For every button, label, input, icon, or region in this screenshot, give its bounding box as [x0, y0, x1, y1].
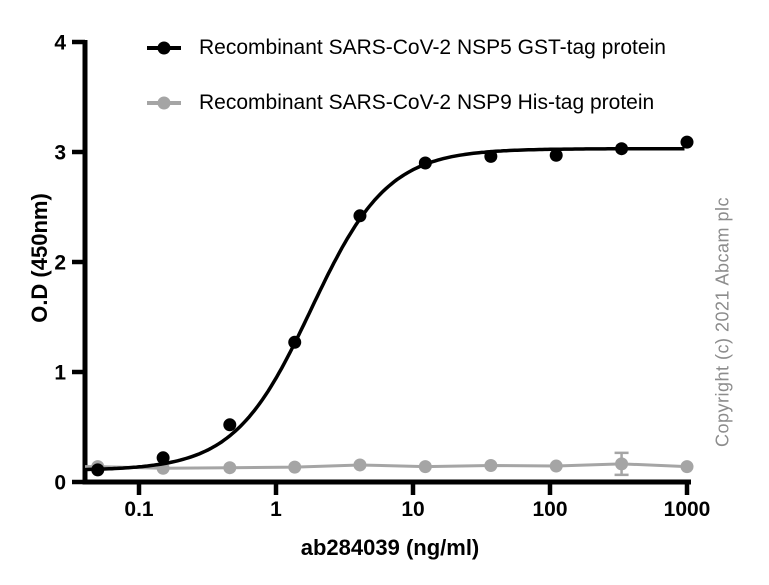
- y-tick-label: 3: [54, 142, 66, 165]
- series-nsp5: [84, 135, 694, 477]
- series-nsp9-line: [85, 462, 688, 470]
- y-tick-label: 4: [54, 32, 66, 55]
- nsp9-series-marker-icon: [147, 96, 181, 110]
- nsp9-data-point: [288, 460, 302, 474]
- nsp5-data-point: [288, 335, 302, 349]
- nsp9-data-point: [418, 460, 432, 474]
- y-tick-label: 2: [54, 252, 66, 275]
- x-tick-label: 1000: [664, 498, 711, 521]
- x-tick-label: 10: [401, 498, 424, 521]
- nsp5-fit-curve: [84, 146, 685, 472]
- legend-item-nsp5: Recombinant SARS-CoV-2 NSP5 GST-tag prot…: [146, 35, 666, 61]
- nsp5-data-point: [484, 149, 498, 163]
- nsp5-series-marker-icon: [147, 41, 181, 55]
- legend-label-nsp5: Recombinant SARS-CoV-2 NSP5 GST-tag prot…: [199, 36, 666, 59]
- nsp5-data-point: [680, 135, 694, 149]
- nsp9-data-point: [549, 459, 563, 473]
- legend-label-nsp9: Recombinant SARS-CoV-2 NSP9 His-tag prot…: [199, 91, 655, 114]
- nsp5-data-point: [156, 451, 170, 465]
- x-axis-title: ab284039 (ng/ml): [300, 535, 480, 560]
- nsp9-data-point: [680, 460, 694, 474]
- y-axis: 0 1 2 3 4: [54, 32, 88, 495]
- nsp5-data-point: [615, 142, 629, 156]
- x-tick-label: 1: [270, 498, 282, 521]
- nsp9-data-point: [353, 458, 367, 472]
- nsp9-data-point: [484, 459, 498, 472]
- nsp5-data-point: [549, 148, 563, 162]
- legend-item-nsp9: Recombinant SARS-CoV-2 NSP9 His-tag prot…: [146, 90, 654, 116]
- nsp5-data-point: [353, 209, 367, 223]
- nsp9-data-point: [615, 457, 629, 471]
- y-tick-label: 0: [54, 472, 66, 495]
- y-tick-label: 1: [54, 362, 66, 385]
- copyright-text: Copyright (c) 2021 Abcam plc: [712, 196, 733, 448]
- x-axis: 0.1 1 10 100 1000: [82, 479, 711, 521]
- nsp5-data-point: [418, 156, 432, 170]
- nsp9-data-point: [223, 461, 237, 475]
- x-tick-label: 100: [532, 498, 567, 521]
- x-tick-label: 0.1: [124, 498, 154, 521]
- nsp5-data-point: [91, 463, 105, 477]
- nsp5-data-point: [223, 418, 237, 432]
- y-axis-title: O.D (450nm): [27, 193, 52, 323]
- series-nsp9: [85, 451, 694, 477]
